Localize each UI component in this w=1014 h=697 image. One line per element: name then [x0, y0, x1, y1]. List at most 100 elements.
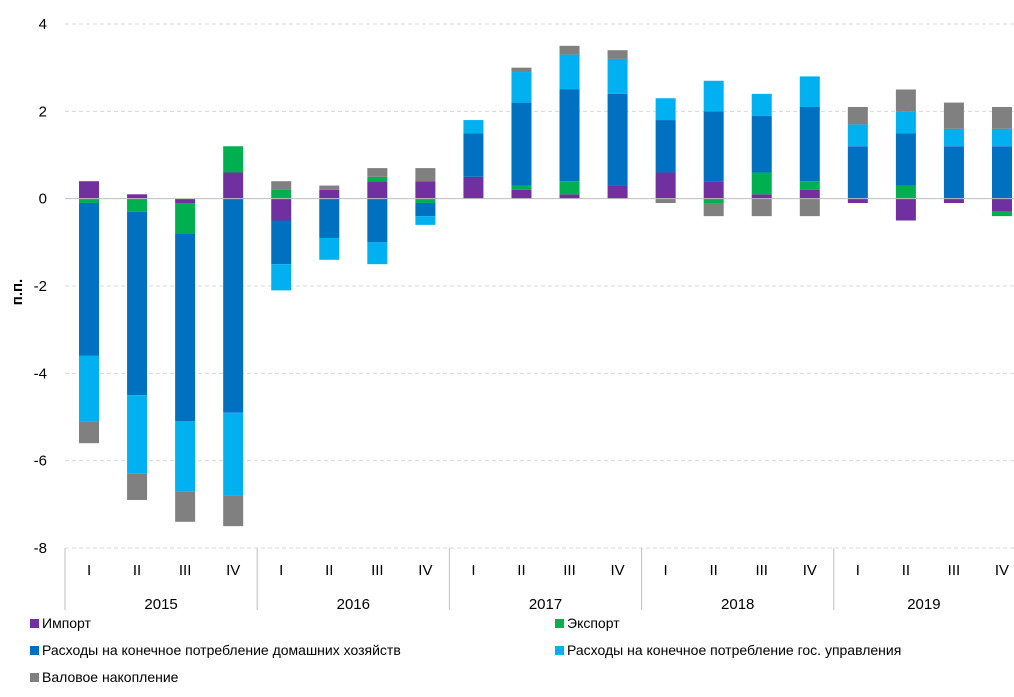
- x-tick-label: I: [856, 562, 860, 579]
- bar-segment: [943, 146, 964, 199]
- grid-layer: [65, 23, 1014, 549]
- bar-segment: [415, 168, 436, 182]
- bar-segment: [559, 45, 580, 55]
- bar-segment: [223, 412, 244, 496]
- bar-segment: [79, 181, 100, 199]
- y-tick-label: -4: [34, 365, 47, 382]
- bar-segment: [799, 76, 820, 107]
- y-tick-label: -2: [34, 278, 47, 295]
- bar-segment: [991, 211, 1012, 217]
- x-tick-label: II: [517, 562, 525, 579]
- legend-label: Расходы на конечное потребление гос. упр…: [567, 642, 902, 658]
- bar-segment: [319, 185, 340, 190]
- x-tick-label: III: [179, 562, 192, 579]
- bar-segment: [895, 111, 916, 134]
- legend-item: Валовое накопление: [30, 669, 178, 685]
- x-tick-label: IV: [995, 562, 1009, 579]
- bar-segment: [991, 106, 1012, 129]
- x-group-label: 2018: [721, 596, 754, 613]
- bar-segment: [943, 102, 964, 129]
- bar-segment: [127, 211, 148, 396]
- bar-segment: [271, 181, 292, 190]
- bar-segment: [223, 198, 244, 413]
- bar-segment: [79, 355, 100, 422]
- y-tick-label: 4: [39, 16, 47, 33]
- x-group-label: 2017: [529, 596, 562, 613]
- bar-segment: [271, 220, 292, 265]
- bar-segment: [511, 189, 532, 199]
- bar-segment: [559, 89, 580, 182]
- bar-segment: [175, 491, 196, 522]
- y-tick-label: -8: [34, 540, 47, 557]
- bar-segment: [223, 146, 244, 173]
- bar-segment: [655, 98, 676, 121]
- legend-label: Экспорт: [567, 615, 620, 631]
- bar-segment: [943, 198, 964, 204]
- legend-swatch: [555, 645, 564, 655]
- bar-segment: [415, 198, 436, 204]
- x-tick-label: III: [755, 562, 768, 579]
- y-tick-label: 2: [39, 103, 47, 120]
- bar-segment: [79, 421, 100, 444]
- bar-segment: [847, 106, 868, 125]
- bar-segment: [847, 146, 868, 199]
- legend-swatch: [30, 618, 39, 628]
- x-tick-label: III: [948, 562, 961, 579]
- bar-segment: [175, 198, 196, 204]
- bar-segment: [799, 189, 820, 199]
- bar-segment: [127, 473, 148, 500]
- bar-segment: [991, 198, 1012, 212]
- bar-segment: [511, 72, 532, 103]
- bar-segment: [655, 120, 676, 173]
- bar-segment: [127, 395, 148, 474]
- x-tick-label: I: [471, 562, 475, 579]
- bar-segment: [559, 194, 580, 199]
- bar-segment: [799, 106, 820, 182]
- bar-segment: [991, 128, 1012, 147]
- x-group-label: 2019: [907, 596, 940, 613]
- bar-segment: [703, 111, 724, 182]
- bar-segment: [79, 198, 100, 204]
- bar-segment: [271, 264, 292, 291]
- x-tick-label: I: [664, 562, 668, 579]
- bar-segment: [319, 189, 340, 199]
- x-group-label: 2015: [144, 596, 177, 613]
- bar-segment: [751, 194, 772, 199]
- x-tick-label: II: [902, 562, 910, 579]
- y-axis-label: п.п.: [9, 279, 26, 305]
- bar-segment: [79, 203, 100, 356]
- bar-segment: [703, 203, 724, 217]
- bar-segment: [319, 237, 340, 260]
- legend-item: Экспорт: [555, 615, 620, 631]
- bar-segment: [751, 198, 772, 217]
- bar-segment: [895, 133, 916, 186]
- x-tick-label: II: [710, 562, 718, 579]
- bar-segment: [463, 176, 484, 199]
- x-tick-label: III: [563, 562, 576, 579]
- bar-segment: [799, 198, 820, 217]
- x-tick-label: IV: [226, 562, 240, 579]
- x-tick-label: III: [371, 562, 384, 579]
- bar-segment: [175, 421, 196, 492]
- bar-segment: [751, 115, 772, 173]
- x-group-label: 2016: [337, 596, 370, 613]
- x-tick-label: II: [325, 562, 333, 579]
- bar-segment: [415, 216, 436, 225]
- x-tick-label: IV: [418, 562, 432, 579]
- bar-segment: [991, 146, 1012, 199]
- x-tick-label: I: [87, 562, 91, 579]
- bar-segment: [607, 50, 628, 59]
- bar-segment: [895, 185, 916, 199]
- bar-segment: [751, 172, 772, 195]
- y-tick-label: -6: [34, 453, 47, 470]
- bar-segment: [175, 203, 196, 234]
- x-tick-label: IV: [803, 562, 817, 579]
- bar-segment: [895, 198, 916, 221]
- bar-segment: [463, 133, 484, 177]
- bar-segment: [367, 242, 388, 265]
- legend-item: Расходы на конечное потребление гос. упр…: [555, 642, 901, 658]
- legend-label: Импорт: [42, 615, 91, 631]
- legend-swatch: [30, 672, 39, 682]
